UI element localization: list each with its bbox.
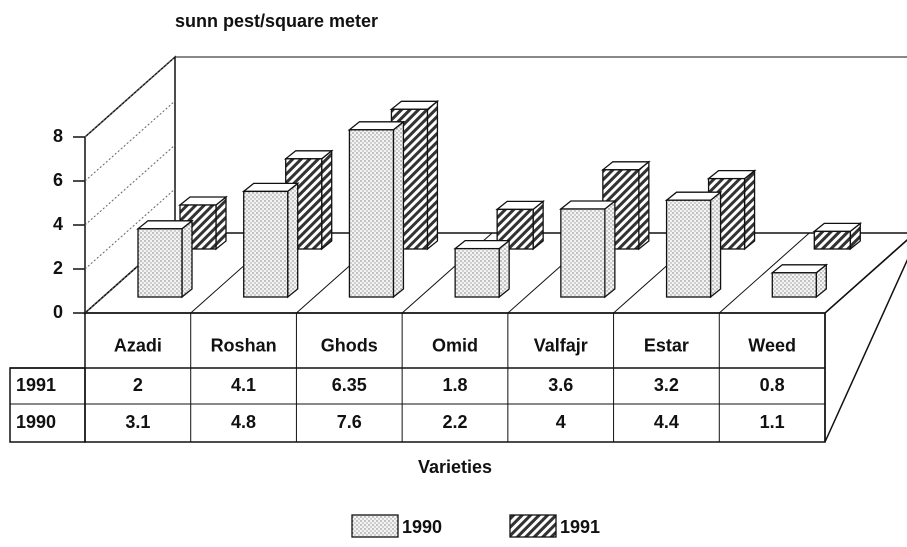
bar-side <box>426 99 439 251</box>
table-cell: 4.8 <box>231 412 256 432</box>
table-cell: 4 <box>556 412 566 432</box>
legend-label: 1991 <box>560 517 600 537</box>
table-cell: 7.6 <box>337 412 362 432</box>
table-cell: 1.1 <box>760 412 785 432</box>
x-tick-label: Azadi <box>114 335 162 355</box>
bar-side <box>287 182 299 299</box>
table-cell: 3.6 <box>548 375 573 395</box>
bar-side <box>321 149 333 251</box>
bar-side <box>638 160 650 251</box>
legend-swatch <box>351 514 399 538</box>
table-cell: 2.2 <box>442 412 467 432</box>
bar-3d <box>495 200 545 251</box>
bar-top <box>559 200 617 210</box>
table-cell: 2 <box>133 375 143 395</box>
bar-side <box>181 219 193 299</box>
bar-3d <box>241 182 300 299</box>
bar-top <box>770 264 829 274</box>
bar-side <box>743 169 756 251</box>
table-cell: 0.8 <box>760 375 785 395</box>
bar <box>665 199 712 298</box>
x-tick-label: Omid <box>432 335 478 355</box>
table-cell: 3.2 <box>654 375 679 395</box>
bar-top <box>664 191 723 201</box>
bar-3d <box>136 219 194 299</box>
x-tick-label: Weed <box>748 335 796 355</box>
bars <box>136 99 863 299</box>
bar-side <box>392 120 405 299</box>
bar-3d <box>664 190 723 299</box>
x-tick-label: Estar <box>644 335 689 355</box>
bar-side <box>215 195 227 251</box>
bar-3d <box>453 239 511 299</box>
bar-3d <box>347 120 406 299</box>
y-tick-label: 0 <box>53 302 63 322</box>
floor-divider <box>718 232 810 314</box>
table-row-label: 1991 <box>16 375 56 395</box>
bar <box>560 208 606 298</box>
x-axis-label: Varieties <box>418 457 492 477</box>
table-cell: 6.35 <box>332 375 367 395</box>
x-tick-label: Valfajr <box>534 335 588 355</box>
bar-top <box>347 121 406 131</box>
table-cell: 1.8 <box>442 375 467 395</box>
bar-3d <box>706 169 757 251</box>
bar-top <box>241 182 300 193</box>
bar-side <box>604 199 616 299</box>
table-cell: 4.4 <box>654 412 679 432</box>
bar-3d <box>770 263 829 299</box>
y-tick-label: 8 <box>53 126 63 146</box>
bar <box>454 247 500 298</box>
table-side <box>824 239 907 443</box>
table-cell: 3.1 <box>125 412 150 432</box>
grid-line <box>84 188 176 270</box>
legend-swatch <box>509 514 557 538</box>
bar-3d <box>178 195 228 251</box>
y-tick-label: 4 <box>53 214 63 234</box>
bar-side <box>709 190 722 299</box>
legend-label: 1990 <box>402 517 442 537</box>
bar-top <box>453 239 511 250</box>
chart-title: sunn pest/square meter <box>175 11 378 31</box>
bar <box>813 230 851 250</box>
table-cell: 4.1 <box>231 375 256 395</box>
bar-side <box>498 239 510 299</box>
bar-3d <box>812 222 863 251</box>
y-tick-label: 2 <box>53 258 63 278</box>
bar <box>771 272 817 298</box>
x-tick-label: Ghods <box>321 335 378 355</box>
bar-top <box>136 220 194 230</box>
bar <box>137 228 183 298</box>
grid-line <box>84 144 176 226</box>
grid-line <box>84 100 176 182</box>
x-tick-label: Roshan <box>211 335 277 355</box>
bar <box>243 190 289 298</box>
bar-3d <box>559 199 617 299</box>
table-row-label: 1990 <box>16 412 56 432</box>
bar <box>348 129 395 298</box>
y-tick-label: 6 <box>53 170 63 190</box>
grid-line <box>84 56 176 138</box>
